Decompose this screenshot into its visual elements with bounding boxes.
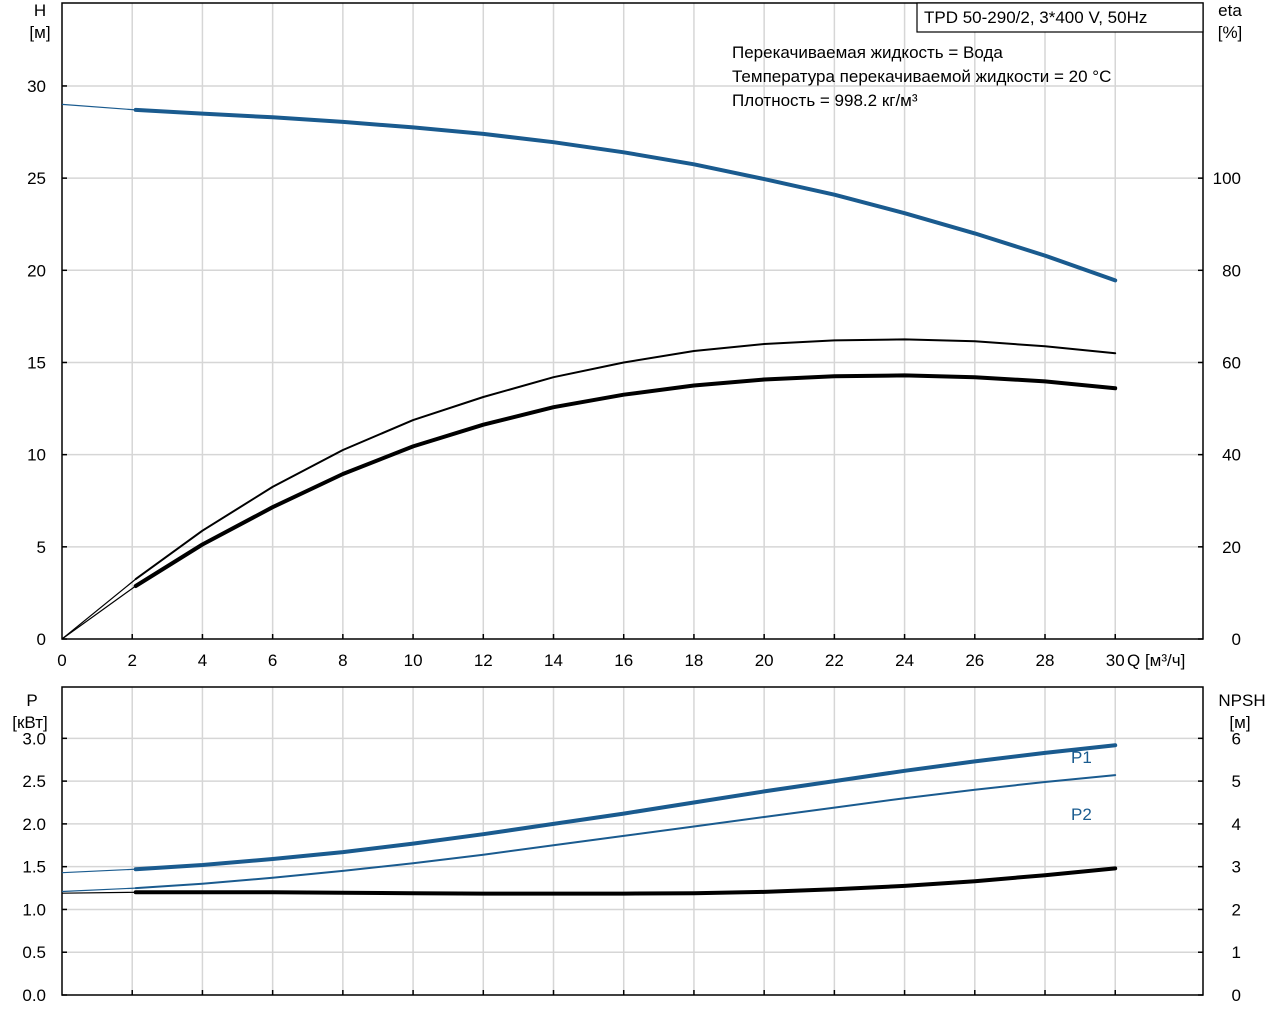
y-right-tick-label: 80 — [1222, 261, 1241, 280]
x-tick-label: 18 — [684, 651, 703, 670]
p1-series-label: P1 — [1071, 748, 1092, 767]
p2-curve — [134, 774, 1117, 890]
y-right-tick-label: 2 — [1232, 900, 1241, 919]
power-axis-ticks: 0.0 0.5 1.0 1.5 2.0 2.5 3.0 0 1 2 3 4 5 6 — [22, 729, 1241, 1005]
head-axis-unit: [м] — [29, 23, 50, 42]
x-tick-label: 24 — [895, 651, 914, 670]
y-left-tick-label: 15 — [27, 353, 46, 372]
x-tick-label: 12 — [474, 651, 493, 670]
y-right-tick-label: 0 — [1232, 630, 1241, 649]
p2-series-label: P2 — [1071, 805, 1092, 824]
chart-title: TPD 50-290/2, 3*400 V, 50Hz — [924, 8, 1147, 27]
curve-extension — [61, 868, 136, 874]
power-plot-frame — [61, 686, 1204, 996]
y-right-tick-label: 100 — [1213, 169, 1241, 188]
x-tick-label: 30 — [1106, 651, 1125, 670]
x-tick-label: 14 — [544, 651, 563, 670]
y-right-tick-label: 60 — [1222, 353, 1241, 372]
y-left-tick-label: 25 — [27, 169, 46, 188]
x-tick-label: 2 — [127, 651, 136, 670]
p1-curve — [133, 743, 1118, 872]
head-curve — [133, 107, 1118, 283]
power-npsh-curves — [61, 743, 1118, 896]
y-right-tick-label: 1 — [1232, 943, 1241, 962]
x-tick-label: 0 — [57, 651, 66, 670]
y-right-tick-label: 4 — [1232, 815, 1241, 834]
x-tick-label: 22 — [825, 651, 844, 670]
y-left-tick-label: 3.0 — [22, 729, 46, 748]
power-axis-unit: [кВт] — [12, 713, 47, 732]
eta-axis-unit: [%] — [1218, 23, 1243, 42]
curve-extension — [61, 585, 137, 640]
y-right-tick-label: 5 — [1232, 772, 1241, 791]
head-grid — [62, 3, 1203, 639]
y-left-tick-label: 1.0 — [22, 900, 46, 919]
temperature-annotation: Температура перекачиваемой жидкости = 20… — [732, 67, 1111, 86]
x-tick-label: 28 — [1036, 651, 1055, 670]
x-tick-label: 4 — [198, 651, 207, 670]
y-left-tick-label: 0 — [37, 630, 46, 649]
title-box — [916, 2, 1204, 33]
curve-extension — [61, 103, 136, 111]
y-left-tick-label: 0.5 — [22, 943, 46, 962]
y-right-tick-label: 40 — [1222, 446, 1241, 465]
head-plot-frame — [61, 2, 1204, 640]
y-left-tick-label: 1.5 — [22, 858, 46, 877]
power-axis-label: P — [26, 691, 37, 710]
x-tick-label: 10 — [404, 651, 423, 670]
eta-axis-label: eta — [1218, 1, 1242, 20]
density-annotation: Плотность = 998.2 кг/м³ — [732, 91, 918, 110]
npsh-axis-label: NPSH — [1218, 691, 1265, 710]
curve-extension — [61, 891, 136, 894]
efficiency-curve — [133, 373, 1118, 588]
y-left-tick-label: 2.0 — [22, 815, 46, 834]
curve-extension — [61, 887, 136, 893]
efficiency-curve — [134, 338, 1117, 581]
head-axis-label: H — [34, 1, 46, 20]
power-grid — [62, 687, 1203, 995]
x-tick-label: 6 — [268, 651, 277, 670]
y-right-tick-label: 6 — [1232, 729, 1241, 748]
y-left-tick-label: 5 — [37, 538, 46, 557]
fluid-annotation: Перекачиваемая жидкость = Вода — [732, 43, 1003, 62]
power-npsh-panel: 0.0 0.5 1.0 1.5 2.0 2.5 3.0 0 1 2 3 4 5 6 P [кВт] NPS… — [12, 686, 1266, 1005]
npsh-axis-unit: [м] — [1229, 713, 1250, 732]
y-left-tick-label: 20 — [27, 261, 46, 280]
flow-axis-label: Q [м³/ч] — [1127, 651, 1185, 670]
y-right-tick-label: 3 — [1232, 858, 1241, 877]
curve-extension — [61, 578, 137, 640]
x-tick-label: 8 — [338, 651, 347, 670]
y-left-tick-label: 2.5 — [22, 772, 46, 791]
y-left-tick-label: 10 — [27, 446, 46, 465]
x-tick-label: 20 — [755, 651, 774, 670]
x-tick-label: 16 — [614, 651, 633, 670]
head-efficiency-curves — [61, 103, 1118, 640]
y-right-tick-label: 20 — [1222, 538, 1241, 557]
y-left-tick-label: 30 — [27, 77, 46, 96]
y-left-tick-label: 0.0 — [22, 986, 46, 1005]
npsh-curve — [133, 866, 1118, 896]
y-right-tick-label: 0 — [1232, 986, 1241, 1005]
x-tick-label: 26 — [965, 651, 984, 670]
